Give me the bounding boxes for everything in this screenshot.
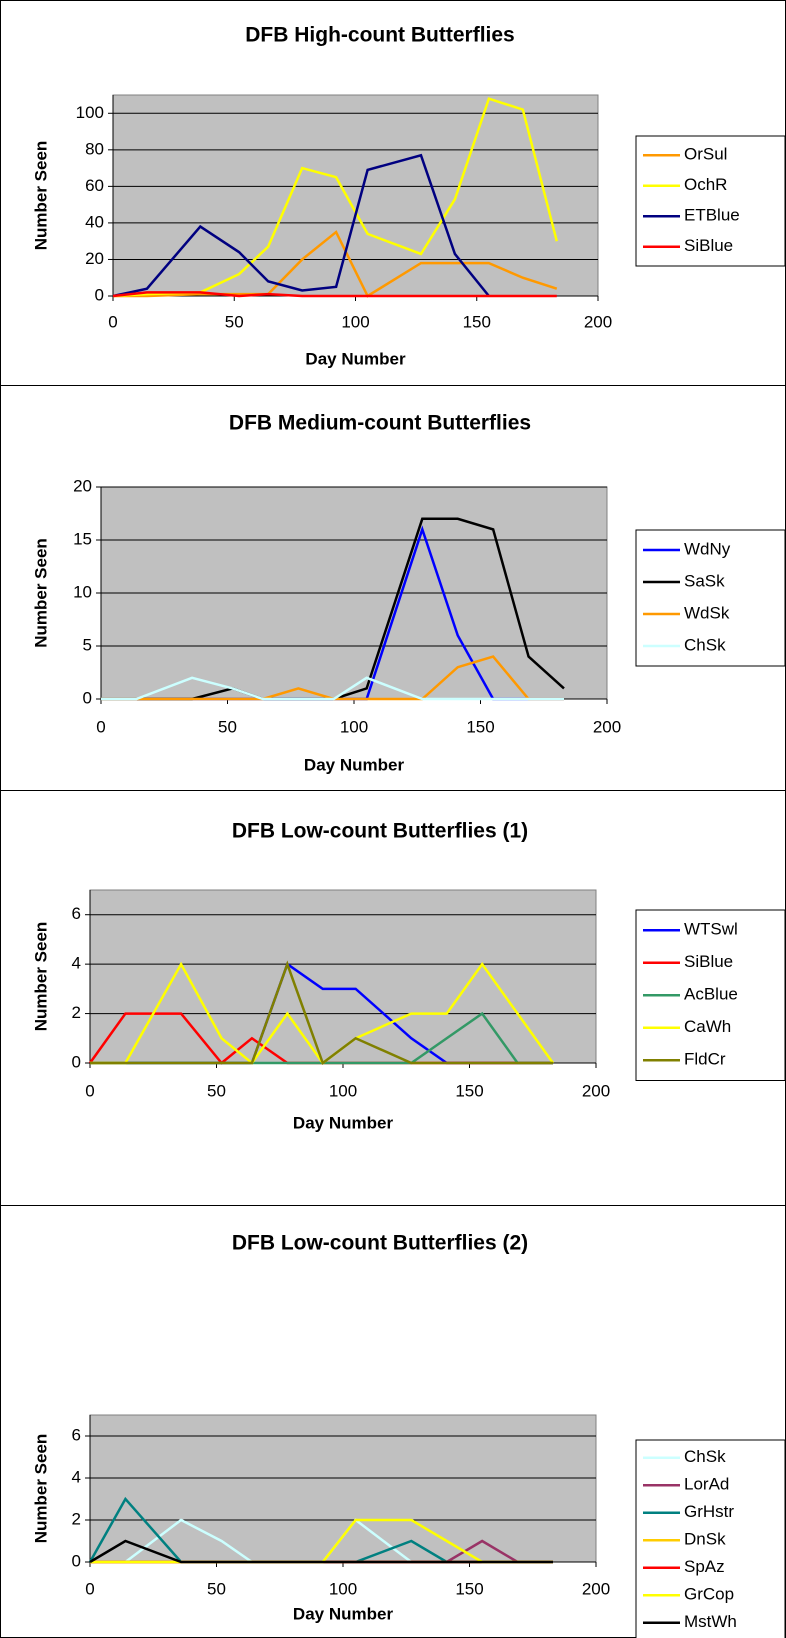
x-tick-label: 0 — [85, 1081, 94, 1100]
legend-label: ChSk — [684, 635, 726, 654]
y-tick-label: 10 — [73, 582, 92, 601]
x-tick-label: 150 — [463, 312, 491, 331]
legend-label: SiBlue — [684, 952, 733, 971]
chart-title: DFB Low-count Butterflies (2) — [232, 1232, 528, 1255]
y-tick-label: 20 — [73, 476, 92, 495]
y-axis-label: Number Seen — [31, 538, 50, 648]
y-axis-label: Number Seen — [31, 1434, 50, 1544]
chart-title: DFB Medium-count Butterflies — [229, 412, 531, 435]
x-tick-label: 200 — [582, 1579, 610, 1598]
x-tick-label: 150 — [455, 1081, 483, 1100]
series-line — [112, 291, 557, 298]
series-line — [89, 1539, 553, 1564]
x-tick-label: 200 — [582, 1081, 610, 1100]
legend-label: LorAd — [684, 1475, 729, 1494]
x-tick-label: 50 — [207, 1579, 226, 1598]
x-axis-label: Day Number — [305, 349, 406, 368]
x-tick-label: 0 — [96, 717, 105, 736]
legend-box — [635, 529, 786, 667]
x-tick-label: 50 — [218, 717, 237, 736]
y-axis-label: Number Seen — [31, 922, 50, 1032]
y-axis-label: Number Seen — [31, 141, 50, 251]
legend-label: MstWh — [684, 1612, 737, 1631]
x-tick-label: 50 — [225, 312, 244, 331]
y-tick-label: 0 — [83, 688, 92, 707]
legend-label: GrCop — [684, 1585, 734, 1604]
x-tick-label: 150 — [455, 1579, 483, 1598]
legend-label: WTSwl — [684, 920, 738, 939]
legend-label: WdSk — [684, 603, 730, 622]
x-tick-label: 0 — [108, 312, 117, 331]
x-tick-label: 100 — [341, 312, 369, 331]
series-line — [112, 153, 490, 298]
y-tick-label: 40 — [85, 212, 104, 231]
series-line — [113, 230, 558, 298]
legend-label: ChSk — [684, 1447, 726, 1466]
y-tick-label: 6 — [72, 904, 81, 923]
legend-label: ETBlue — [684, 206, 740, 225]
legend-label: SiBlue — [684, 236, 733, 255]
y-tick-label: 2 — [72, 1509, 81, 1528]
x-tick-label: 50 — [207, 1081, 226, 1100]
x-axis-label: Day Number — [293, 1604, 394, 1623]
legend-label: FldCr — [684, 1050, 726, 1069]
y-tick-label: 6 — [72, 1425, 81, 1444]
legend-label: WdNy — [684, 539, 731, 558]
x-tick-label: 100 — [329, 1579, 357, 1598]
series-line — [101, 676, 564, 701]
y-tick-label: 4 — [72, 954, 81, 973]
y-tick-label: 60 — [85, 176, 104, 195]
y-tick-label: 2 — [72, 1003, 81, 1022]
legend-label: OrSul — [684, 145, 727, 164]
x-tick-label: 150 — [466, 717, 494, 736]
legend-label: GrHstr — [684, 1502, 734, 1521]
x-tick-label: 200 — [593, 717, 621, 736]
legend-label: CaWh — [684, 1017, 731, 1036]
chart-title: DFB High-count Butterflies — [245, 24, 514, 47]
x-axis-label: Day Number — [304, 755, 405, 774]
y-tick-label: 0 — [95, 285, 104, 304]
legend-label: SpAz — [684, 1557, 725, 1576]
legend-label: AcBlue — [684, 985, 738, 1004]
y-tick-label: 100 — [76, 103, 104, 122]
plot-area — [89, 1414, 597, 1563]
x-tick-label: 0 — [85, 1579, 94, 1598]
series-line — [90, 960, 553, 1066]
legend-label: DnSk — [684, 1530, 726, 1549]
x-tick-label: 200 — [584, 312, 612, 331]
plot-area — [112, 94, 599, 297]
y-tick-label: 15 — [73, 529, 92, 548]
legend-label: SaSk — [684, 571, 725, 590]
chart-title: DFB Low-count Butterflies (1) — [232, 820, 528, 843]
y-tick-label: 5 — [83, 635, 92, 654]
y-tick-label: 0 — [72, 1052, 81, 1071]
x-tick-label: 100 — [340, 717, 368, 736]
y-tick-label: 80 — [85, 139, 104, 158]
x-tick-label: 100 — [329, 1081, 357, 1100]
y-tick-label: 4 — [72, 1467, 81, 1486]
legend-box — [635, 135, 786, 267]
y-tick-label: 20 — [85, 249, 104, 268]
plot-area — [89, 889, 597, 1064]
legend-label: OchR — [684, 175, 727, 194]
y-tick-label: 0 — [72, 1551, 81, 1570]
x-axis-label: Day Number — [293, 1113, 394, 1132]
